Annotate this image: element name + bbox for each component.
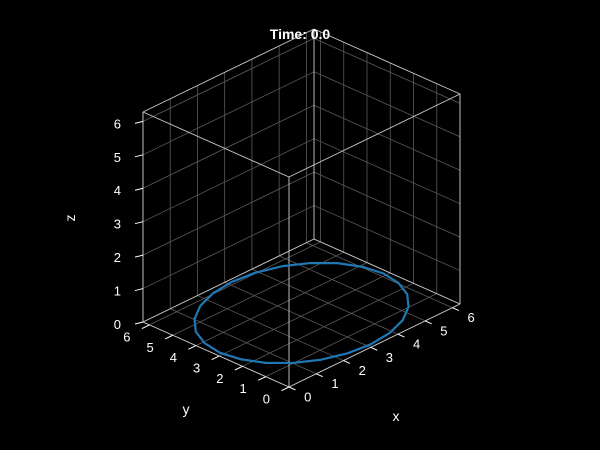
grid-line-y-floor (265, 293, 437, 378)
grid-line-z-back (142, 171, 315, 256)
grid-line-y-floor (219, 272, 391, 357)
x-tick (452, 307, 460, 312)
z-tick-label: 0 (114, 317, 121, 332)
y-tick-label: 4 (170, 350, 177, 365)
x-axis-label: x (393, 408, 400, 424)
axis-box (142, 28, 461, 388)
z-tick (134, 120, 144, 124)
box-edge (142, 321, 290, 388)
grid-line-z-back (142, 38, 315, 122)
grid-line-z-side (313, 205, 461, 271)
box-edge (313, 28, 461, 95)
y-tick-label: 5 (147, 340, 154, 355)
grid-line-z-side (313, 37, 461, 104)
box-edge (142, 111, 290, 178)
x-tick-label: 3 (386, 350, 393, 365)
y-tick (211, 355, 220, 361)
grid-line-x-floor (224, 281, 371, 348)
z-tick (134, 321, 144, 325)
x-tick-label: 6 (467, 310, 474, 325)
series-layer (193, 261, 410, 365)
grid-line-z-side (313, 104, 461, 171)
y-tick-label: 2 (216, 371, 223, 386)
z-tick (134, 187, 144, 191)
box-edge (142, 238, 315, 323)
box-edge (313, 238, 461, 305)
z-tick (134, 154, 144, 158)
x-tick (316, 373, 323, 378)
grid-line-y-floor (149, 241, 321, 326)
grid-line-y-floor (242, 282, 414, 367)
x-tick (288, 386, 296, 391)
z-tick-label: 5 (114, 150, 121, 165)
grid-line-z-back (142, 104, 315, 189)
y-tick (164, 334, 173, 340)
y-tick (188, 345, 197, 350)
y-tick (281, 386, 290, 392)
x-tick-label: 2 (359, 363, 366, 378)
z-tick-label: 2 (114, 250, 121, 265)
x-tick (370, 346, 378, 351)
y-tick-label: 1 (240, 381, 247, 396)
grid-lines (142, 31, 461, 388)
z-tick-label: 6 (114, 116, 121, 131)
y-axis-label: y (183, 401, 190, 417)
box-edge (288, 303, 461, 388)
y-tick (234, 365, 243, 371)
box-edge (288, 93, 461, 178)
box-edge (142, 28, 315, 113)
z-tick (134, 254, 144, 258)
x-tick-label: 0 (304, 389, 311, 404)
grid-line-z-side (313, 138, 461, 205)
x-tick (397, 333, 405, 338)
y-tick-label: 3 (193, 360, 200, 375)
z-tick-label: 1 (114, 284, 121, 299)
chart-title: Time: 0.0 (270, 26, 331, 42)
x-tick-label: 4 (413, 337, 420, 352)
z-tick-label: 3 (114, 217, 121, 232)
z-tick (134, 288, 144, 292)
grid-line-z-side (313, 71, 461, 138)
series-circle-line (193, 261, 410, 365)
grid-line-x-floor (251, 268, 399, 335)
grid-line-z-side (313, 171, 461, 238)
z-tick-label: 4 (114, 183, 121, 198)
y-tick-label: 6 (123, 329, 130, 344)
grid-line-z-back (142, 71, 315, 156)
tick-marks (134, 120, 460, 392)
grid-line-z-back (142, 205, 315, 289)
grid-line-z-back (142, 138, 315, 223)
grid-line-y-floor (172, 251, 344, 336)
x-tick (343, 360, 351, 364)
grid-line-x-floor (197, 295, 344, 361)
z-axis-label: z (62, 215, 78, 222)
x-tick-label: 5 (440, 323, 447, 338)
y-tick (257, 376, 266, 381)
x-tick-label: 1 (331, 376, 338, 391)
x-tick (424, 320, 432, 325)
y-tick (141, 324, 150, 330)
grid-line-x-floor (306, 242, 453, 309)
grid-line-y-floor (195, 262, 368, 346)
grid-line-x-floor (278, 255, 426, 322)
z-tick (134, 221, 144, 225)
y-tick-label: 0 (263, 392, 270, 407)
